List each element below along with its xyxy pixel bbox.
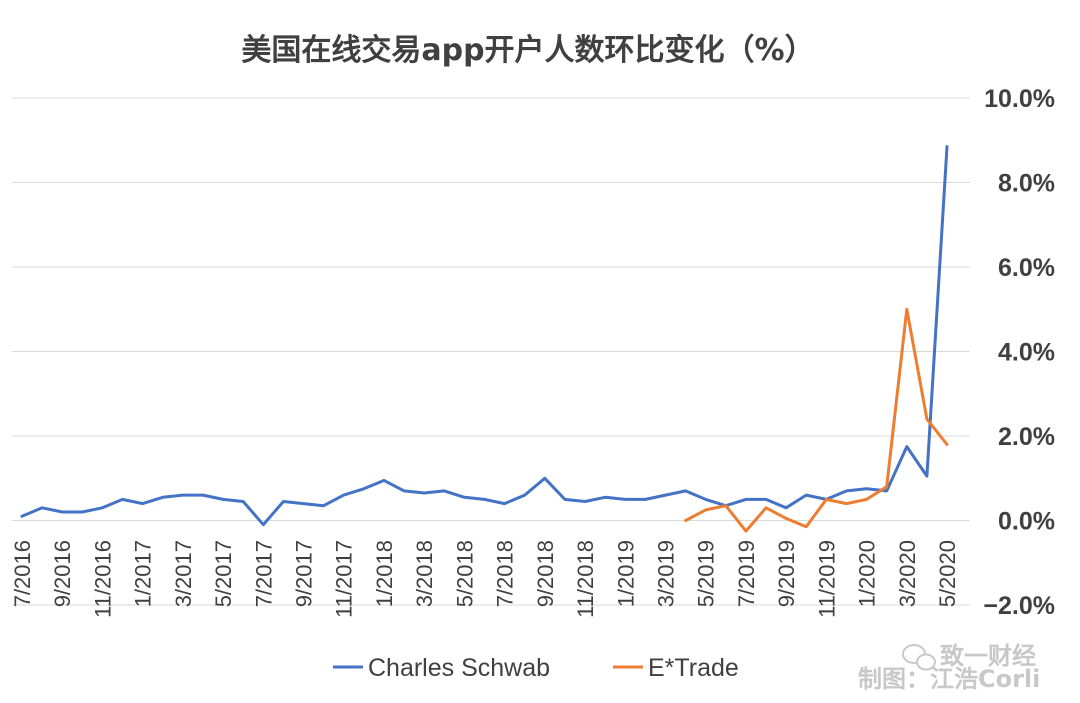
chart-title: 美国在线交易app开户人数环比变化（%）	[241, 33, 814, 68]
x-tick-label: 5/2020	[935, 540, 960, 607]
x-tick-label: 7/2017	[251, 540, 276, 607]
x-tick-label: 11/2016	[90, 540, 115, 618]
y-tick-label: 10.0%	[984, 85, 1055, 113]
gridlines	[12, 97, 970, 606]
legend-label-charles-schwab: Charles Schwab	[368, 654, 550, 682]
legend-label-etrade: E*Trade	[648, 654, 739, 682]
wechat-logo-icon	[902, 644, 936, 671]
y-tick-label: 0.0%	[998, 508, 1055, 536]
x-tick-label: 9/2019	[774, 540, 799, 607]
watermark: 致一财经 制图：江浩Corli	[858, 642, 1040, 693]
y-tick-label: 8.0%	[998, 170, 1055, 198]
x-tick-label: 7/2018	[493, 540, 518, 607]
x-tick-label: 7/2019	[734, 540, 759, 607]
x-tick-label: 9/2017	[292, 540, 317, 607]
watermark-brand: 致一财经	[940, 642, 1036, 670]
x-tick-label: 3/2020	[895, 540, 920, 607]
x-tick-label: 11/2017	[332, 540, 357, 618]
x-tick-label: 11/2019	[814, 540, 839, 618]
x-tick-label: 3/2019	[653, 540, 678, 607]
y-tick-label: 6.0%	[998, 254, 1055, 282]
x-tick-label: 5/2017	[211, 540, 236, 607]
x-tick-label: 11/2018	[573, 540, 598, 618]
series-line-1	[684, 307, 949, 533]
y-axis-ticks: 10.0% 8.0% 6.0% 4.0% 2.0% 0.0% −2.0%	[983, 85, 1055, 620]
x-tick-label: 1/2018	[372, 540, 397, 607]
x-axis-ticks: 7/2016 9/2016 11/2016 1/2017 3/2017 5/2017 7/2…	[10, 540, 960, 618]
legend: Charles Schwab E*Trade	[333, 654, 739, 682]
watermark-credit: 制图：江浩Corli	[858, 665, 1040, 693]
x-tick-label: 1/2017	[131, 540, 156, 607]
series-line-0	[20, 145, 949, 527]
x-tick-label: 1/2019	[613, 540, 638, 607]
y-tick-label: 2.0%	[998, 423, 1055, 451]
series-lines	[20, 145, 949, 533]
x-tick-label: 9/2016	[50, 540, 75, 607]
x-tick-label: 9/2018	[533, 540, 558, 607]
x-tick-label: 5/2018	[452, 540, 477, 607]
x-tick-label: 1/2020	[855, 540, 880, 607]
x-tick-label: 7/2016	[10, 540, 35, 607]
x-tick-label: 3/2017	[171, 540, 196, 607]
y-tick-label: −2.0%	[983, 592, 1055, 620]
y-tick-label: 4.0%	[998, 339, 1055, 367]
x-tick-label: 5/2019	[694, 540, 719, 607]
x-tick-label: 3/2018	[412, 540, 437, 607]
